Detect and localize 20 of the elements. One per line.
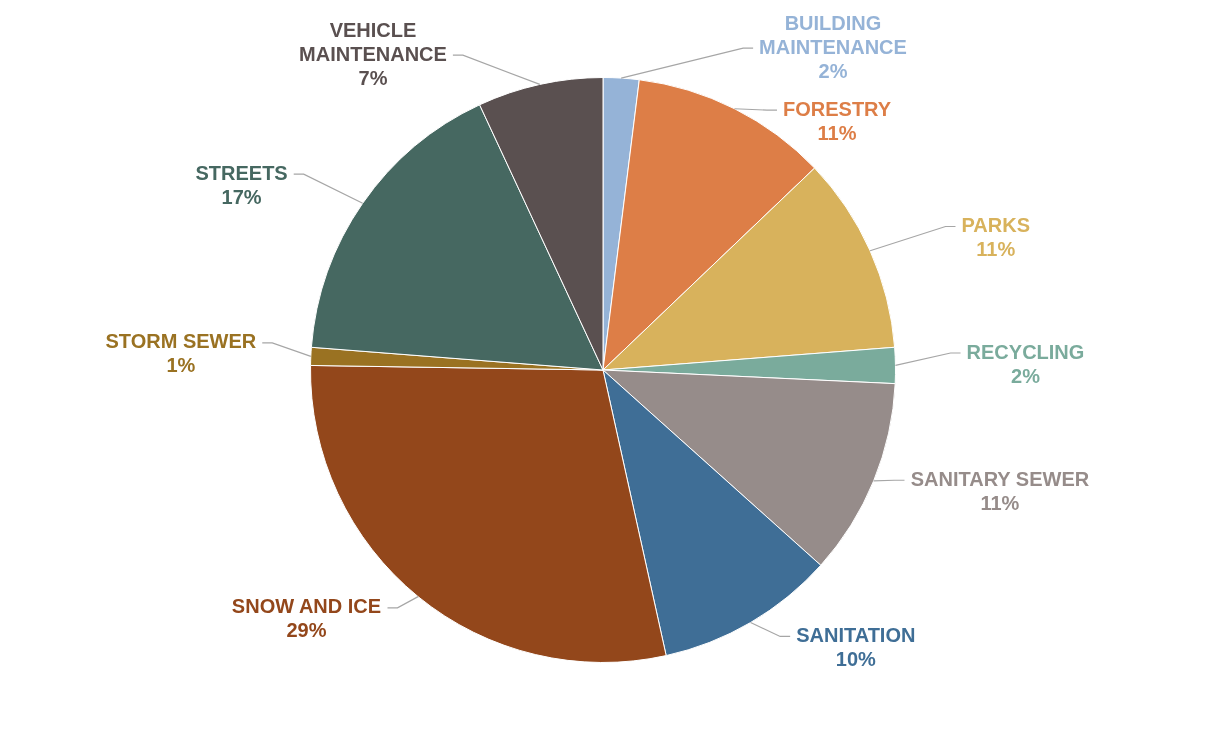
data-label: 2%	[1011, 364, 1041, 387]
slice-label: BUILDING MAINTENANCE	[759, 11, 907, 58]
slice-label: PARKS	[961, 214, 1031, 237]
slice-label: SNOW AND ICE	[231, 595, 382, 618]
slice-label: STREETS	[195, 161, 288, 184]
slice-label: SANITARY SEWER	[910, 467, 1090, 490]
slice-label: FORESTRY	[782, 97, 892, 120]
data-label: 29%	[286, 619, 327, 642]
data-label: 11%	[980, 491, 1020, 514]
data-label: 1%	[166, 354, 196, 377]
slice-label: RECYCLING	[966, 340, 1085, 363]
data-label: 10%	[835, 647, 877, 670]
data-label: 7%	[358, 66, 388, 89]
data-label: 11%	[817, 121, 857, 144]
data-label: 17%	[221, 185, 262, 208]
slice-label: STORM SEWER	[105, 330, 257, 353]
slice-label: SANITATION	[796, 623, 916, 646]
data-label: 11%	[976, 238, 1016, 261]
data-label: 2%	[818, 59, 848, 82]
slice-label: VEHICLE MAINTENANCE	[299, 18, 447, 65]
